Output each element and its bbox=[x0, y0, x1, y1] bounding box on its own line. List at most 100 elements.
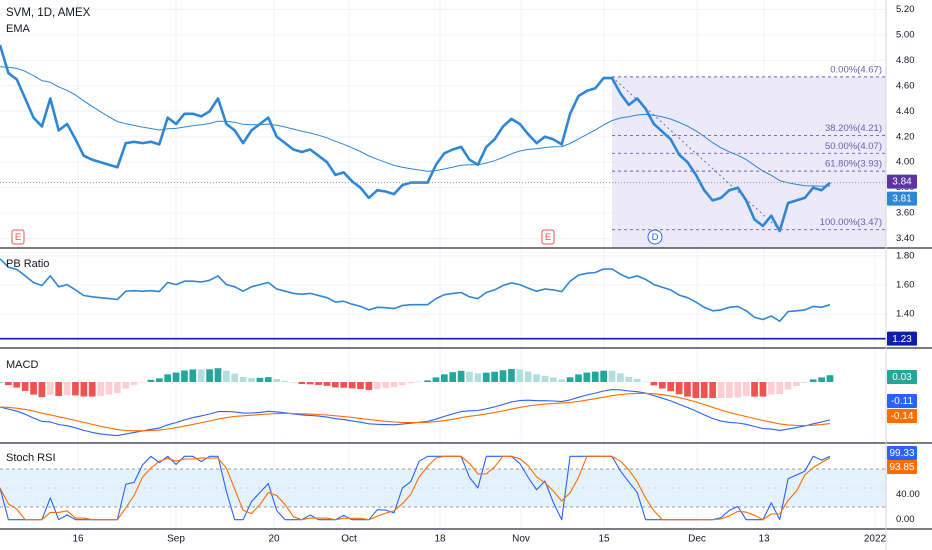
macd-histogram-bar bbox=[181, 370, 188, 382]
fib-level-label: 0.00%(4.67) bbox=[830, 64, 882, 75]
macd-histogram-bar bbox=[650, 382, 658, 386]
macd-histogram-bar bbox=[357, 382, 364, 390]
macd-label[interactable]: MACD bbox=[6, 359, 39, 371]
macd-histogram-bar bbox=[726, 382, 733, 398]
macd-signal-line bbox=[0, 392, 831, 432]
macd-histogram-bar bbox=[558, 379, 566, 382]
price-axis-tick: 4.40 bbox=[896, 106, 915, 117]
time-axis-tick: Nov bbox=[512, 534, 530, 545]
macd-histogram-bar bbox=[508, 369, 515, 382]
fib-level-label: 100.00%(3.47) bbox=[820, 217, 882, 228]
macd-histogram-bar bbox=[734, 382, 742, 398]
price-axis-tick: 3.40 bbox=[896, 233, 915, 244]
macd-histogram-bar bbox=[440, 374, 448, 382]
stoch-rsi-axis-tick: 0.00 bbox=[896, 514, 915, 525]
price-axis-tick: 3.60 bbox=[896, 208, 915, 219]
pb-ratio-label[interactable]: PB Ratio bbox=[6, 258, 50, 270]
macd-histogram-bar bbox=[390, 382, 398, 388]
macd-histogram-bar bbox=[122, 382, 130, 389]
macd-histogram-bar bbox=[516, 369, 524, 382]
macd-histogram-bar bbox=[114, 382, 121, 394]
macd-histogram-tag: 0.03 bbox=[892, 372, 912, 383]
macd-histogram-bar bbox=[826, 375, 834, 382]
macd-histogram-bar bbox=[189, 369, 197, 382]
pb-ratio-line bbox=[0, 258, 831, 323]
macd-histogram-bar bbox=[139, 382, 146, 383]
macd-histogram-bar bbox=[684, 382, 691, 397]
macd-histogram-bar bbox=[382, 382, 390, 389]
macd-histogram-bar bbox=[424, 380, 431, 382]
macd-histogram-bar bbox=[482, 372, 490, 382]
macd-histogram-bar bbox=[231, 373, 239, 382]
macd-histogram-bar bbox=[264, 377, 272, 382]
earnings-marker-label: E bbox=[545, 232, 551, 243]
price-axis-tick: 5.00 bbox=[896, 29, 915, 40]
macd-histogram-bar bbox=[315, 382, 322, 385]
dividend-marker bbox=[647, 229, 663, 245]
macd-histogram-bar bbox=[541, 375, 549, 382]
macd-histogram-bar bbox=[617, 373, 624, 382]
symbol-title[interactable]: SVM, 1D, AMEX bbox=[6, 7, 91, 19]
macd-histogram-bar bbox=[323, 382, 331, 386]
time-axis-tick: Dec bbox=[688, 534, 706, 545]
stoch-rsi-d-tag-bg bbox=[887, 460, 917, 474]
price-axis-tick: 4.20 bbox=[896, 131, 915, 142]
macd-histogram-bar bbox=[399, 382, 406, 386]
dividend-marker-label: D bbox=[652, 232, 659, 243]
macd-histogram-bar bbox=[658, 382, 666, 389]
macd-histogram-bar bbox=[214, 368, 222, 382]
time-axis-tick: 20 bbox=[268, 534, 280, 545]
fib-level-label: 50.00%(4.07) bbox=[825, 141, 882, 152]
macd-histogram-bar bbox=[206, 369, 213, 382]
macd-histogram-bar bbox=[155, 378, 163, 382]
macd-histogram-bar bbox=[608, 370, 616, 382]
macd-histogram-bar bbox=[575, 374, 582, 382]
macd-histogram-bar bbox=[172, 372, 180, 382]
macd-histogram-bar bbox=[793, 382, 800, 386]
price-axis-tick: 4.80 bbox=[896, 55, 915, 66]
macd-histogram-bar bbox=[432, 377, 440, 382]
macd-histogram-bar bbox=[625, 376, 633, 382]
ema-indicator-label[interactable]: EMA bbox=[6, 23, 30, 35]
macd-histogram-bar bbox=[348, 382, 356, 389]
macd-histogram-bar bbox=[533, 374, 540, 382]
macd-signal-tag: -0.14 bbox=[891, 411, 914, 422]
stoch-rsi-axis-tick: 40.00 bbox=[896, 489, 920, 500]
macd-histogram-bar bbox=[248, 377, 255, 382]
time-axis-tick: Oct bbox=[341, 534, 357, 545]
macd-histogram-bar bbox=[365, 382, 373, 390]
stoch-rsi-label[interactable]: Stoch RSI bbox=[6, 452, 56, 464]
macd-histogram-bar bbox=[692, 382, 700, 398]
time-axis-tick: 15 bbox=[598, 534, 610, 545]
pb-level-tag: 1.23 bbox=[892, 334, 912, 345]
macd-histogram-bar bbox=[46, 382, 54, 395]
macd-histogram-bar bbox=[809, 379, 817, 382]
macd-histogram-bar bbox=[449, 372, 457, 382]
macd-histogram-bar bbox=[55, 382, 63, 397]
macd-histogram-bar bbox=[583, 372, 591, 382]
macd-histogram-bar bbox=[499, 370, 507, 382]
macd-histogram-bar bbox=[332, 382, 339, 388]
ema-last-tag: 3.81 bbox=[892, 194, 912, 205]
price-axis-tick: 4.60 bbox=[896, 80, 915, 91]
macd-histogram-bar bbox=[818, 377, 825, 382]
macd-histogram-bar bbox=[767, 382, 775, 395]
macd-histogram-bar bbox=[549, 377, 557, 382]
macd-histogram-bar bbox=[239, 377, 247, 382]
macd-histogram-bar bbox=[5, 382, 12, 386]
macd-histogram-bar bbox=[709, 382, 716, 398]
macd-histogram-bar bbox=[466, 371, 473, 382]
pb-axis-tick: 1.80 bbox=[896, 250, 915, 261]
macd-histogram-bar bbox=[80, 382, 88, 397]
time-axis-tick: 13 bbox=[758, 534, 770, 545]
macd-histogram-bar bbox=[776, 382, 784, 394]
macd-histogram-bar bbox=[633, 378, 641, 382]
macd-histogram-bar bbox=[130, 382, 138, 385]
macd-histogram-bar bbox=[566, 377, 574, 382]
macd-histogram-bar bbox=[491, 371, 498, 382]
ema-line bbox=[0, 66, 831, 187]
macd-histogram-bar bbox=[642, 381, 649, 383]
macd-histogram-tag-bg bbox=[887, 370, 917, 384]
macd-histogram-bar bbox=[667, 382, 675, 392]
